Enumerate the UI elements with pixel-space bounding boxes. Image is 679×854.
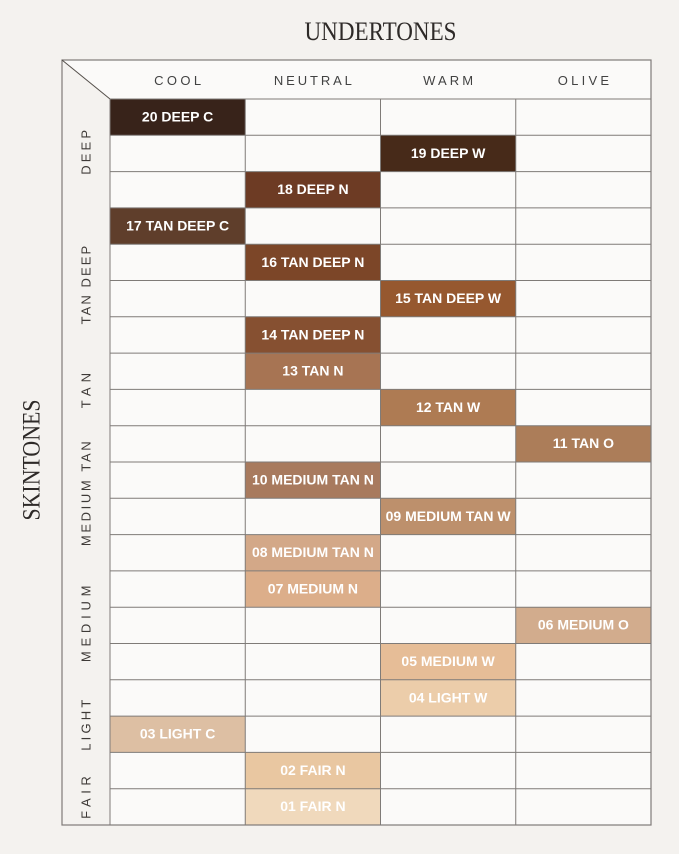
svg-text:04 LIGHT W: 04 LIGHT W [409,689,488,705]
svg-text:17 TAN DEEP C: 17 TAN DEEP C [126,217,229,233]
svg-text:TAN: TAN [79,373,94,408]
svg-text:02 FAIR N: 02 FAIR N [280,762,345,778]
svg-text:MEDIUM: MEDIUM [79,586,94,663]
svg-text:01 FAIR N: 01 FAIR N [280,798,345,814]
svg-text:13 TAN N: 13 TAN N [282,363,343,379]
svg-text:16 TAN DEEP N: 16 TAN DEEP N [261,254,364,270]
svg-text:20 DEEP C: 20 DEEP C [142,109,213,125]
svg-text:15 TAN DEEP W: 15 TAN DEEP W [395,290,502,306]
svg-text:LIGHT: LIGHT [79,700,94,751]
svg-text:14 TAN DEEP N: 14 TAN DEEP N [261,326,364,342]
svg-text:UNDERTONES: UNDERTONES [305,17,457,46]
svg-text:MEDIUM TAN: MEDIUM TAN [79,441,94,546]
svg-text:12 TAN W: 12 TAN W [416,399,481,415]
svg-text:OLIVE: OLIVE [558,73,610,88]
svg-text:08 MEDIUM TAN N: 08 MEDIUM TAN N [252,544,374,560]
svg-text:07 MEDIUM N: 07 MEDIUM N [268,580,358,596]
svg-text:19 DEEP W: 19 DEEP W [411,145,486,161]
svg-text:NEUTRAL: NEUTRAL [274,73,352,88]
svg-text:05 MEDIUM W: 05 MEDIUM W [401,653,495,669]
svg-text:18 DEEP N: 18 DEEP N [277,181,348,197]
svg-text:03 LIGHT C: 03 LIGHT C [140,726,215,742]
svg-text:06 MEDIUM O: 06 MEDIUM O [538,617,629,633]
svg-text:10 MEDIUM TAN N: 10 MEDIUM TAN N [252,472,374,488]
svg-text:SKINTONES: SKINTONES [19,400,46,521]
svg-text:11 TAN O: 11 TAN O [553,435,614,451]
svg-text:09 MEDIUM TAN W: 09 MEDIUM TAN W [386,508,512,524]
svg-text:TAN DEEP: TAN DEEP [79,246,94,325]
